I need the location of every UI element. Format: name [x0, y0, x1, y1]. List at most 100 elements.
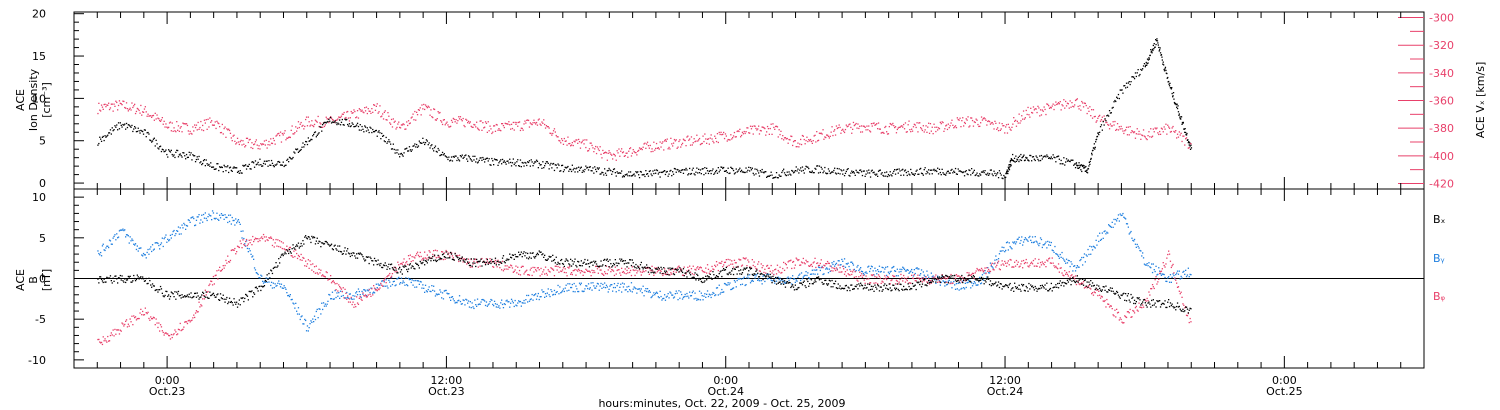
- vx-point: [332, 119, 334, 121]
- density-point: [98, 142, 100, 145]
- density-point: [1002, 177, 1004, 180]
- bz-point: [177, 333, 179, 335]
- by-point: [1045, 241, 1047, 243]
- density-point: [450, 159, 452, 161]
- by-point: [439, 289, 441, 291]
- bz-point: [279, 240, 281, 242]
- by-point: [261, 275, 263, 277]
- density-point: [921, 173, 924, 175]
- bz-point: [746, 265, 748, 267]
- density-point: [1040, 154, 1043, 157]
- density-point: [535, 159, 538, 161]
- vx-point: [792, 144, 794, 147]
- by-point: [719, 293, 721, 295]
- bz-point: [1097, 294, 1099, 297]
- density-point: [810, 171, 813, 174]
- by-point: [766, 273, 768, 275]
- vx-point: [886, 131, 888, 133]
- by-point: [976, 284, 978, 286]
- density-point: [557, 163, 559, 165]
- by-point: [253, 258, 255, 260]
- vx-point: [443, 119, 445, 121]
- bz-point: [826, 260, 829, 263]
- by-point: [677, 299, 679, 301]
- vx-point: [394, 120, 396, 122]
- vx-point: [647, 145, 650, 147]
- by-point: [1151, 271, 1154, 274]
- density-point: [1064, 164, 1066, 166]
- vx-point: [595, 145, 597, 148]
- density-point: [1099, 131, 1101, 133]
- by-point: [951, 287, 953, 289]
- density-point: [980, 174, 982, 176]
- vx-point: [235, 143, 237, 145]
- vx-point: [1079, 105, 1081, 107]
- by-point: [124, 229, 126, 231]
- vx-point: [370, 112, 372, 114]
- bz-point: [740, 259, 742, 261]
- density-point: [1018, 155, 1021, 157]
- density-point: [363, 131, 365, 133]
- density-point: [1135, 75, 1137, 78]
- density-point: [505, 163, 507, 165]
- vx-point: [716, 133, 719, 135]
- bz-point: [894, 275, 896, 277]
- bz-point: [772, 270, 774, 272]
- by-point: [523, 299, 525, 302]
- by-point: [226, 216, 228, 219]
- density-point: [920, 172, 923, 174]
- bz-point: [354, 303, 356, 306]
- by-point: [1066, 262, 1069, 264]
- vx-point: [373, 104, 375, 106]
- bz-point: [775, 273, 778, 275]
- vx-point: [157, 117, 159, 119]
- vx-point: [1080, 109, 1082, 111]
- density-point: [898, 168, 900, 170]
- density-point: [655, 172, 657, 174]
- by-point: [1087, 248, 1089, 251]
- vx-point: [246, 137, 249, 139]
- vx-point: [662, 141, 664, 143]
- by-point: [595, 285, 598, 287]
- bz-point: [407, 263, 409, 266]
- vx-point: [286, 137, 288, 139]
- vx-point: [512, 121, 514, 124]
- by-point: [579, 284, 582, 286]
- by-point: [1006, 241, 1009, 243]
- vx-point: [302, 124, 304, 127]
- bz-point: [598, 266, 600, 269]
- by-point: [181, 224, 183, 226]
- bz-point: [1020, 263, 1022, 265]
- by-point: [1038, 244, 1040, 247]
- density-point: [1014, 161, 1016, 163]
- vx-point: [426, 107, 428, 109]
- by-point: [793, 278, 796, 280]
- bz-point: [883, 278, 885, 280]
- by-point: [242, 230, 244, 232]
- by-point: [829, 270, 831, 272]
- by-point: [412, 284, 414, 286]
- vx-point: [382, 118, 385, 120]
- by-point: [1190, 274, 1192, 276]
- density-point: [1170, 87, 1172, 89]
- vx-point: [1175, 130, 1177, 132]
- density-point: [168, 150, 171, 152]
- vx-point: [852, 128, 854, 130]
- by-point: [694, 292, 696, 294]
- by-point: [122, 228, 124, 230]
- density-point: [300, 148, 302, 151]
- by-point: [885, 266, 887, 268]
- bz-point: [419, 251, 421, 254]
- by-point: [792, 278, 795, 280]
- bz-point: [523, 273, 525, 275]
- density-point: [1110, 112, 1112, 114]
- by-point: [127, 235, 129, 237]
- density-point: [589, 166, 591, 168]
- vx-point: [267, 144, 269, 146]
- vx-point: [1086, 112, 1088, 115]
- by-point: [557, 284, 559, 287]
- vx-point: [526, 119, 528, 121]
- density-point: [202, 160, 205, 162]
- bz-point: [735, 262, 737, 264]
- density-point: [726, 171, 728, 174]
